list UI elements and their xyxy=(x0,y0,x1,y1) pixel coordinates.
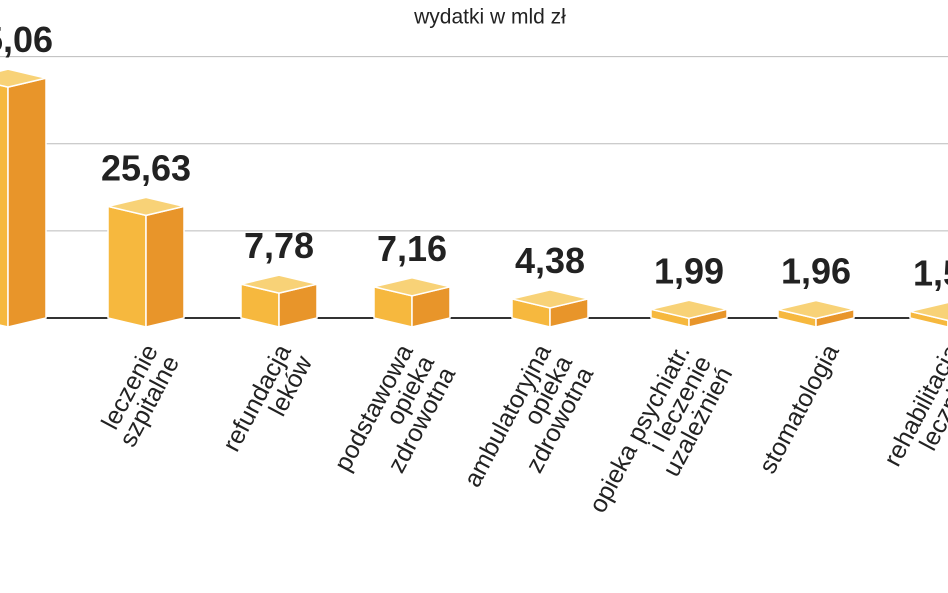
value-label: 1,96 xyxy=(781,250,851,291)
x-tick-label: stomatologia xyxy=(754,340,845,478)
value-label: 7,78 xyxy=(244,225,314,266)
bar xyxy=(511,289,589,328)
bar xyxy=(373,277,451,328)
x-tick-label-line: stomatologia xyxy=(754,340,845,478)
value-label: 4,38 xyxy=(515,240,585,281)
bar-top xyxy=(511,289,589,309)
bar-top xyxy=(777,299,855,320)
bar xyxy=(650,299,728,328)
bar-side xyxy=(145,205,185,328)
bar-top xyxy=(0,68,47,88)
bar xyxy=(909,301,948,328)
bar xyxy=(240,274,318,328)
bar-top xyxy=(373,277,451,297)
bar-top xyxy=(650,299,728,320)
value-label: 25,63 xyxy=(101,147,191,188)
chart-title: wydatki w mld zł xyxy=(413,6,566,29)
bar xyxy=(107,196,185,328)
bar-front xyxy=(107,205,147,328)
bar-top xyxy=(240,274,318,294)
bar xyxy=(0,68,47,328)
bar-front xyxy=(0,84,9,328)
value-label: 1,51 xyxy=(913,252,948,293)
value-label: 1,99 xyxy=(654,250,724,291)
bar-top xyxy=(107,196,185,217)
value-label: 55,06 xyxy=(0,19,53,60)
bar-side xyxy=(7,77,47,328)
bar-top xyxy=(909,301,948,322)
bar xyxy=(777,299,855,328)
value-label: 7,16 xyxy=(377,228,447,269)
